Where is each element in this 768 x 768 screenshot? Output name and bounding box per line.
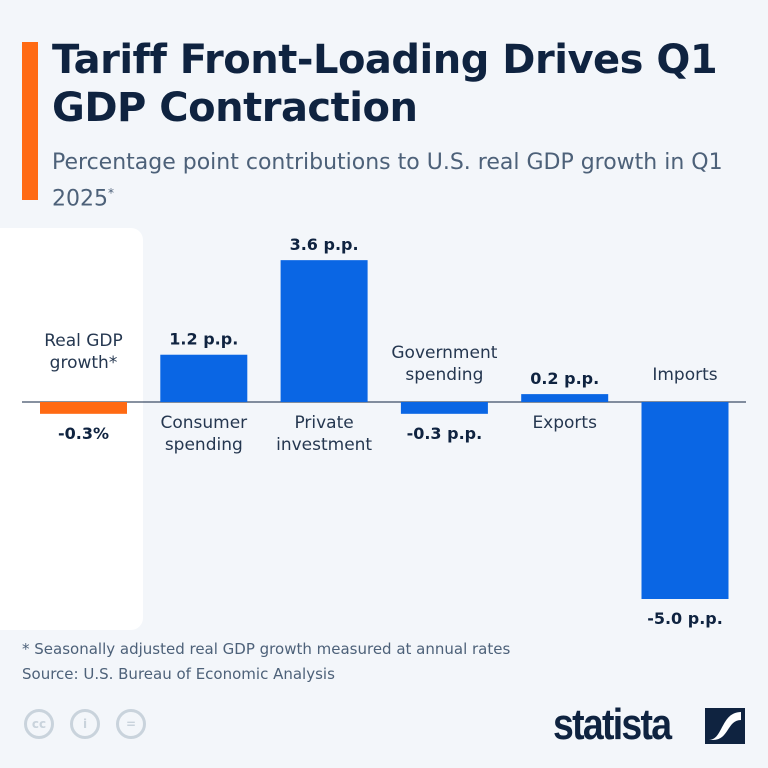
category-label-0: Real GDP <box>44 331 123 351</box>
category-label-5: Imports <box>652 365 717 385</box>
category-label-2: investment <box>276 435 372 455</box>
bar-5 <box>641 402 729 599</box>
subtitle-mark: * <box>108 186 114 200</box>
data-label-1: 1.2 p.p. <box>169 330 238 349</box>
no-derivatives-icon[interactable]: = <box>116 709 146 739</box>
data-label-5: -5.0 p.p. <box>647 609 723 628</box>
source: Source: U.S. Bureau of Economic Analysis <box>22 665 335 683</box>
statista-logo[interactable]: statista <box>553 700 672 749</box>
category-label-1: spending <box>165 435 243 455</box>
category-label-3: Government <box>391 343 497 363</box>
bar-3 <box>400 402 488 414</box>
subtitle-text: Percentage point contributions to U.S. r… <box>52 150 723 212</box>
bar-4 <box>521 394 609 402</box>
data-label-2: 3.6 p.p. <box>290 235 359 254</box>
accent-bar <box>22 42 38 200</box>
bar-1 <box>160 354 248 402</box>
footnote: * Seasonally adjusted real GDP growth me… <box>22 640 511 658</box>
chart-subtitle: Percentage point contributions to U.S. r… <box>52 148 752 214</box>
bar-0 <box>40 402 127 414</box>
category-label-0: growth* <box>50 353 118 373</box>
statista-logo-mark <box>705 708 745 744</box>
data-label-0: -0.3% <box>58 424 109 443</box>
cc-icon[interactable]: cc <box>24 709 54 739</box>
bar-2 <box>280 260 368 402</box>
category-label-3: spending <box>405 365 483 385</box>
chart-title: Tariff Front-Loading Drives Q1 GDP Contr… <box>52 37 718 131</box>
data-label-4: 0.2 p.p. <box>530 369 599 388</box>
data-label-3: -0.3 p.p. <box>407 424 483 443</box>
attribution-icon[interactable]: i <box>70 709 100 739</box>
highlight-panel <box>0 228 143 630</box>
category-label-4: Exports <box>532 413 597 433</box>
category-label-1: Consumer <box>160 413 247 433</box>
category-label-2: Private <box>294 413 353 433</box>
